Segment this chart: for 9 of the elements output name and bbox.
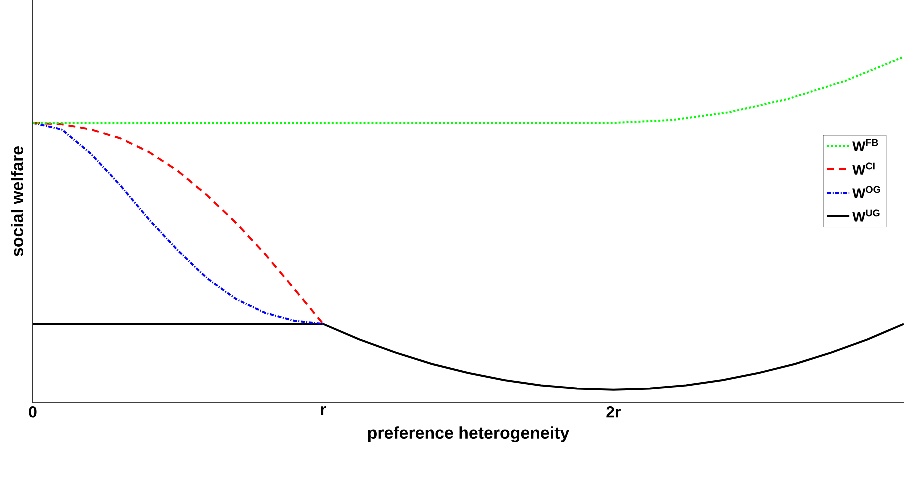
legend-label: W$^{OG}$ <box>852 186 880 198</box>
legend-label: W$^{CI}$ <box>852 162 875 175</box>
x-tick-label: r <box>321 406 326 416</box>
x-tick-label: 2r <box>606 406 621 418</box>
x-axis-title: preference heterogeneity <box>368 426 570 443</box>
x-tick-label: 0 <box>29 406 37 418</box>
y-axis-title: social welfare <box>11 146 24 256</box>
legend-label: W$^{UG}$ <box>852 210 880 222</box>
legend-label: W$^{FB}$ <box>852 139 878 152</box>
